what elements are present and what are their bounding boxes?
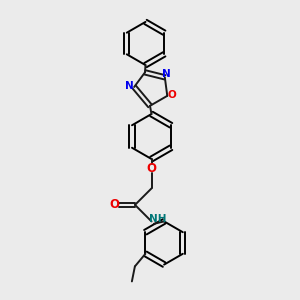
Text: NH: NH [149, 214, 167, 224]
Text: N: N [162, 69, 171, 79]
Text: N: N [125, 81, 134, 92]
Text: O: O [168, 90, 177, 100]
Text: O: O [146, 161, 157, 175]
Text: O: O [110, 198, 120, 211]
